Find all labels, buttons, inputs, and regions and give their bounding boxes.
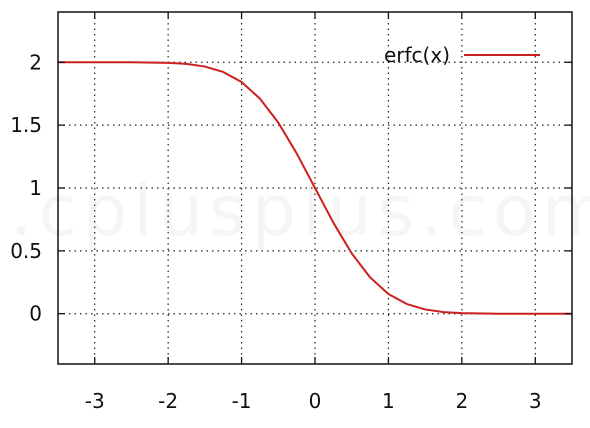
series-layer <box>58 61 572 315</box>
x-tick-label-2: -1 <box>232 389 252 413</box>
y-tick-label-0: 0 <box>29 302 42 326</box>
x-tick-label-6: 3 <box>529 389 542 413</box>
y-tick-label-1: 0.5 <box>10 239 42 263</box>
x-tick-label-5: 2 <box>455 389 468 413</box>
series-line-0 <box>58 61 572 315</box>
x-tick-label-3: 0 <box>309 389 322 413</box>
legend-entry-erfc: erfc(x) <box>384 43 450 67</box>
y-tick-label-3: 1.5 <box>10 113 42 137</box>
watermark: .cplusplus.com <box>10 170 590 252</box>
x-tick-label-1: -2 <box>158 389 178 413</box>
legend: erfc(x) <box>384 43 540 67</box>
x-tick-label-4: 1 <box>382 389 395 413</box>
ticks: -3 -2 -1 0 1 2 3 0 0.5 1 1.5 2 <box>10 12 572 413</box>
y-tick-label-4: 2 <box>29 50 42 74</box>
x-tick-label-0: -3 <box>85 389 105 413</box>
y-tick-label-2: 1 <box>29 176 42 200</box>
